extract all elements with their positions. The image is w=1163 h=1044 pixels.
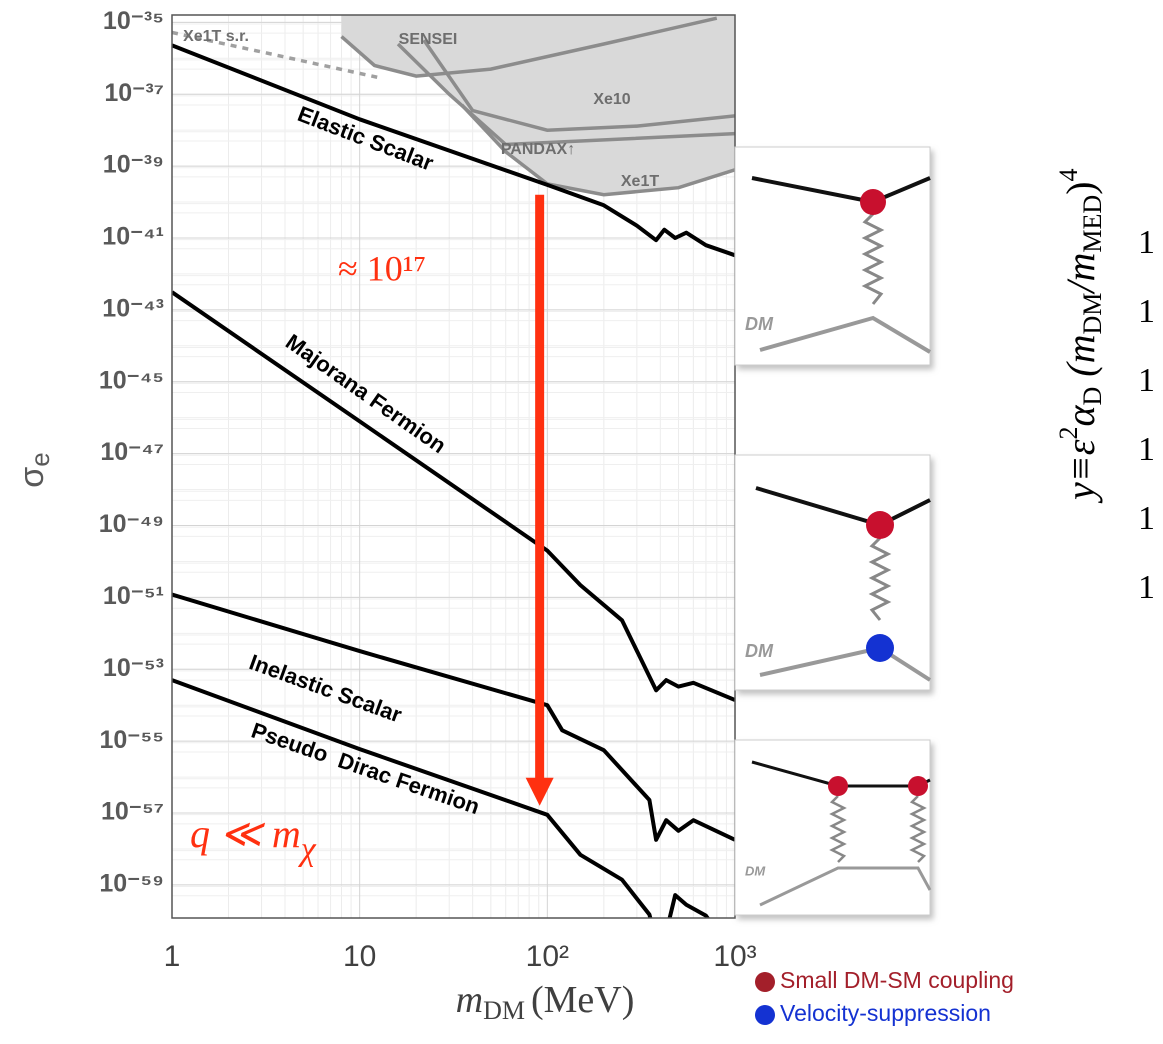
series-line [172, 678, 711, 918]
x-axis-label-main: m [456, 979, 483, 1021]
y-tick-label: 10⁻⁴⁷ [100, 438, 164, 466]
formula-part: MED [1078, 195, 1107, 253]
cropped-label: 1 [1138, 293, 1155, 330]
exclusion-line [422, 39, 735, 132]
coupling-dot [908, 776, 928, 796]
y-tick-label: 10⁻⁵⁷ [101, 798, 164, 826]
series-line [172, 43, 735, 258]
exclusion-label: Xe1T s.r. [183, 28, 249, 45]
diagram-label: DM [745, 314, 774, 334]
y-tick-label: 10⁻⁵⁵ [100, 726, 165, 754]
y-tick-label: 10⁻⁴⁵ [99, 366, 164, 394]
diagram-2 [734, 454, 932, 691]
y-tick-label: 10⁻³⁹ [103, 151, 164, 179]
formula-part: y≡ε [1058, 439, 1103, 504]
dm-line [759, 315, 932, 354]
diagram-frame [734, 454, 931, 691]
cropped-label: 1 [1138, 569, 1155, 606]
mediator [868, 536, 892, 621]
x-tick-label: 10² [526, 940, 569, 973]
y-axis-label: σe [13, 452, 55, 487]
y-tick-label: 10⁻⁵³ [103, 654, 164, 682]
arrow-label: ≈ 10¹⁷ [338, 248, 426, 288]
y-tick-label: 10⁻³⁵ [103, 7, 164, 35]
exclusion-label: SENSEI [399, 31, 458, 48]
x-axis-label-unit: (MeV) [531, 979, 634, 1021]
formula-part: α [1058, 404, 1103, 426]
y-tick-label: 10⁻⁵⁹ [99, 870, 164, 898]
coupling-dot [866, 511, 894, 539]
formula-part: D [1078, 387, 1107, 406]
coupling-dot [860, 189, 886, 215]
exclusion-label: Xe10 [593, 91, 630, 108]
legend-label: Small DM-SM coupling [780, 967, 1014, 993]
cropped-label: 1 [1138, 362, 1155, 399]
cropped-label: 1 [1138, 500, 1155, 537]
series-line [172, 592, 735, 842]
series-line [172, 290, 735, 702]
y-tick-label: 10⁻⁴¹ [102, 223, 164, 251]
exclusion-line [396, 42, 735, 147]
exclusion-line [460, 103, 735, 197]
formula-part: 4 [1054, 168, 1083, 181]
cropped-label: 1 [1138, 431, 1155, 468]
exclusion-line [340, 16, 718, 78]
diagram-1 [734, 146, 932, 366]
formula-part: ) [1058, 181, 1103, 194]
exclusion-line [172, 30, 382, 80]
x-tick-label: 10 [343, 940, 376, 973]
mediator [861, 212, 885, 305]
curves [172, 16, 735, 918]
y-tick-label: 10⁻³⁷ [104, 79, 164, 107]
y-tick-label: 10⁻⁴⁹ [99, 510, 164, 538]
diagram-3 [734, 739, 932, 916]
coupling-dot [828, 776, 848, 796]
exclusion-label: Xe1T [621, 173, 659, 190]
y-axis-label-sub: e [25, 452, 55, 466]
regime-sub: χ [298, 831, 317, 868]
formula-part: 2 [1054, 426, 1083, 439]
formula-part: /m [1058, 253, 1103, 295]
legend-label: Velocity-suppression [780, 1000, 991, 1026]
formula-part: DM [1078, 293, 1107, 335]
x-tick-label: 1 [164, 940, 181, 973]
velocity-dot [866, 634, 894, 662]
arrow-head [525, 777, 554, 806]
formula: y≡ε2αD (mDM/mMED)4 [1054, 168, 1107, 504]
diagram-label: DM [745, 863, 766, 878]
x-axis-label-sub: DM [483, 996, 525, 1025]
y-tick-label: 10⁻⁵¹ [103, 582, 164, 610]
legend-swatch [755, 972, 775, 992]
regime-main: q ≪ m [190, 811, 301, 856]
x-tick-label: 10³ [713, 940, 756, 973]
y-tick-label: 10⁻⁴³ [102, 294, 164, 322]
mediator [909, 795, 927, 863]
exclusion-label: PANDAX↑ [501, 141, 575, 158]
legend-swatch [755, 1005, 775, 1025]
y-axis-label-main: σ [13, 467, 51, 488]
diagram-label: DM [745, 641, 774, 661]
formula-part: (m [1058, 334, 1103, 386]
regime-label: q ≪ mχ [190, 811, 317, 868]
mediator [829, 795, 847, 863]
dm-line [759, 866, 932, 907]
x-axis-label: mDM (MeV) [456, 979, 635, 1025]
cropped-label: 1 [1138, 224, 1155, 261]
